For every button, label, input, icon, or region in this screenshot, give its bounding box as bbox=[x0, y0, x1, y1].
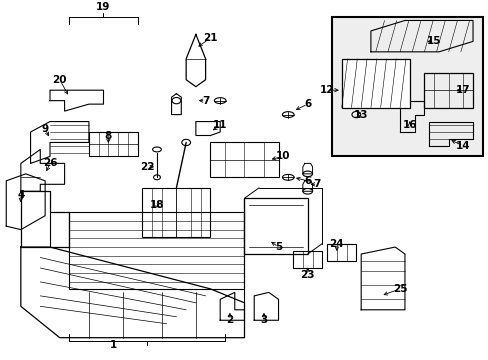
Text: 7: 7 bbox=[313, 179, 321, 189]
Text: 20: 20 bbox=[52, 75, 67, 85]
Text: 6: 6 bbox=[304, 176, 311, 186]
Text: 11: 11 bbox=[212, 120, 227, 130]
Text: 3: 3 bbox=[260, 315, 267, 325]
Bar bbox=[331, 17, 482, 156]
Text: 6: 6 bbox=[304, 99, 311, 109]
Text: 15: 15 bbox=[426, 36, 441, 46]
Text: 2: 2 bbox=[226, 315, 233, 325]
Bar bbox=[292, 251, 322, 268]
Text: 13: 13 bbox=[353, 109, 367, 120]
Text: 22: 22 bbox=[140, 162, 154, 172]
Bar bbox=[341, 59, 409, 108]
Text: 8: 8 bbox=[104, 131, 112, 140]
Bar bbox=[69, 212, 244, 289]
Bar bbox=[244, 198, 307, 254]
Text: 25: 25 bbox=[392, 284, 407, 294]
Bar bbox=[142, 188, 210, 237]
Text: 5: 5 bbox=[274, 242, 282, 252]
Text: 1: 1 bbox=[109, 340, 117, 350]
Text: 12: 12 bbox=[319, 85, 334, 95]
Bar bbox=[326, 244, 356, 261]
Text: 21: 21 bbox=[203, 33, 217, 43]
Text: 16: 16 bbox=[402, 120, 416, 130]
Bar bbox=[210, 143, 278, 177]
Bar bbox=[89, 132, 137, 156]
Text: 18: 18 bbox=[149, 200, 164, 210]
Text: 4: 4 bbox=[17, 190, 24, 200]
Text: 10: 10 bbox=[276, 152, 290, 161]
Text: 7: 7 bbox=[202, 96, 209, 105]
Text: 19: 19 bbox=[96, 2, 110, 12]
Text: 26: 26 bbox=[42, 158, 57, 168]
Bar bbox=[424, 73, 472, 108]
Text: 24: 24 bbox=[329, 239, 344, 248]
Text: 17: 17 bbox=[455, 85, 469, 95]
Text: 23: 23 bbox=[300, 270, 314, 280]
Text: 9: 9 bbox=[41, 123, 49, 134]
Text: 14: 14 bbox=[455, 141, 469, 151]
